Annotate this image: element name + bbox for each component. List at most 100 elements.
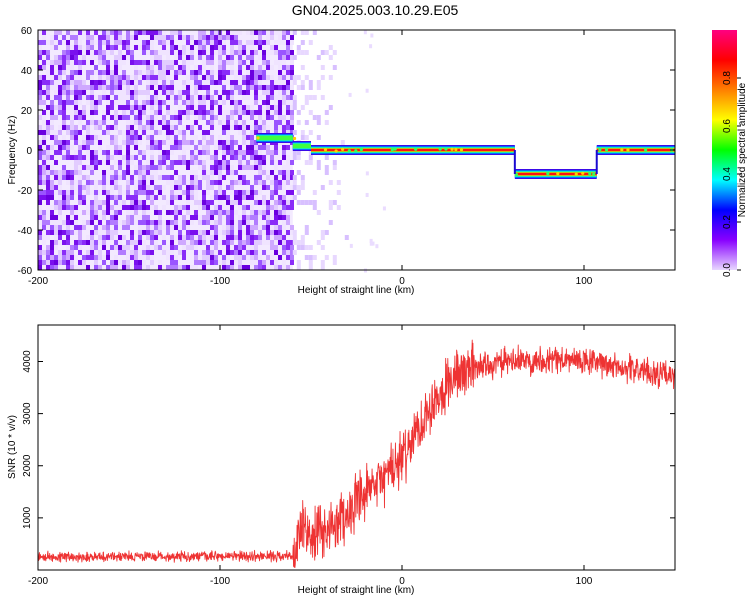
spectrogram-noise-cell (246, 80, 250, 85)
spectrogram-noise-cell (62, 145, 66, 150)
spectrogram-noise-cell (266, 95, 270, 100)
snr-x-tick-label: -200 (28, 576, 48, 587)
spectrogram-noise-cell (274, 145, 278, 150)
spectrogram-noise-cell (134, 115, 138, 120)
spectrogram-noise-cell (46, 75, 50, 80)
spectrogram-noise-cell (206, 110, 210, 115)
spectrogram-noise-cell (78, 85, 82, 90)
spectrogram-noise-cell (154, 240, 158, 245)
spectrogram-noise-cell (254, 100, 258, 105)
spectrogram-noise-cell (258, 145, 262, 150)
spectrogram-noise-cell (258, 175, 262, 180)
spectrogram-noise-cell (182, 225, 186, 230)
spectrogram-noise-cell (230, 260, 234, 265)
spectrogram-noise-cell (158, 260, 162, 265)
spectrogram-noise-cell (42, 40, 46, 45)
spectrogram-noise-cell (262, 115, 266, 120)
spectrogram-noise-cell (194, 195, 198, 200)
spectrogram-noise-cell (286, 160, 290, 165)
spectrogram-noise-cell (66, 190, 70, 195)
spectrogram-noise-cell (90, 120, 94, 125)
spectrogram-noise-cell (126, 185, 130, 190)
spectrogram-noise-cell (254, 245, 258, 250)
spectrogram-noise-cell (194, 200, 198, 205)
spectrogram-noise-cell (230, 65, 234, 70)
spectrogram-sparse-cell (296, 240, 301, 245)
spectrogram-noise-cell (266, 125, 270, 130)
spectrogram-noise-cell (170, 255, 174, 260)
spectrogram-noise-cell (166, 220, 170, 225)
spectrogram-noise-cell (234, 250, 238, 255)
spectrogram-noise-cell (198, 125, 202, 130)
spectrogram-noise-cell (78, 235, 82, 240)
spectrogram-noise-cell (182, 125, 186, 130)
spectrogram-noise-cell (170, 65, 174, 70)
spectrogram-noise-cell (134, 210, 138, 215)
spectrogram-noise-cell (206, 55, 210, 60)
spectrogram-sparse-cell (296, 50, 301, 55)
spectrogram-noise-cell (190, 245, 194, 250)
spectrogram-noise-cell (42, 30, 46, 35)
spectrogram-noise-cell (242, 60, 246, 65)
spectrogram-noise-cell (238, 45, 242, 50)
spectrogram-sparse-cell (296, 155, 301, 160)
spectrogram-noise-cell (50, 240, 54, 245)
spectrogram-noise-cell (250, 30, 254, 35)
spectrogram-noise-cell (126, 155, 130, 160)
spectrogram-y-tick-label: 20 (21, 106, 33, 117)
spectrogram-noise-cell (94, 190, 98, 195)
spectrogram-noise-cell (290, 70, 294, 75)
spectrogram-noise-cell (250, 235, 254, 240)
spectrogram-noise-cell (138, 120, 142, 125)
spectrogram-sparse-cell (320, 230, 325, 235)
spectrogram-noise-cell (198, 220, 202, 225)
spectrogram-noise-cell (54, 145, 58, 150)
spectrogram-noise-cell (170, 40, 174, 45)
spectrogram-noise-cell (146, 245, 150, 250)
spectrogram-noise-cell (114, 75, 118, 80)
spectrogram-noise-cell (230, 240, 234, 245)
spectrogram-noise-cell (78, 145, 82, 150)
spectrogram-noise-cell (142, 230, 146, 235)
spectrogram-noise-cell (50, 85, 54, 90)
spectrogram-noise-cell (138, 260, 142, 265)
spectrogram-noise-cell (246, 75, 250, 80)
spectrogram-noise-cell (222, 140, 226, 145)
spectrogram-sparse-cell (320, 245, 325, 250)
spectrogram-noise-cell (190, 170, 194, 175)
spectrogram-noise-cell (74, 240, 78, 245)
spectrogram-signal-speck (620, 148, 624, 152)
spectrogram-noise-cell (82, 220, 86, 225)
spectrogram-noise-cell (150, 45, 154, 50)
spectrogram-noise-cell (122, 110, 126, 115)
spectrogram-noise-cell (250, 60, 254, 65)
spectrogram-noise-cell (38, 50, 42, 55)
spectrogram-noise-cell (102, 180, 106, 185)
spectrogram-noise-cell (114, 265, 118, 270)
spectrogram-noise-cell (242, 220, 246, 225)
spectrogram-noise-cell (38, 105, 42, 110)
spectrogram-noise-cell (58, 70, 62, 75)
spectrogram-noise-cell (58, 200, 62, 205)
spectrogram-noise-cell (210, 165, 214, 170)
spectrogram-noise-cell (82, 125, 86, 130)
spectrogram-noise-cell (78, 265, 82, 270)
spectrogram-noise-cell (170, 90, 174, 95)
spectrogram-noise-cell (282, 50, 286, 55)
spectrogram-noise-cell (118, 190, 122, 195)
spectrogram-noise-cell (154, 50, 158, 55)
spectrogram-noise-cell (46, 70, 50, 75)
spectrogram-noise-cell (70, 100, 74, 105)
spectrogram-noise-cell (82, 210, 86, 215)
spectrogram-noise-cell (290, 225, 294, 230)
spectrogram-signal-speck (459, 148, 464, 152)
spectrogram-noise-cell (218, 215, 222, 220)
spectrogram-noise-cell (94, 30, 98, 35)
spectrogram-noise-cell (98, 95, 102, 100)
spectrogram-noise-cell (82, 255, 86, 260)
spectrogram-noise-cell (170, 210, 174, 215)
spectrogram-noise-cell (206, 35, 210, 40)
spectrogram-noise-cell (150, 110, 154, 115)
spectrogram-noise-cell (214, 230, 218, 235)
spectrogram-noise-cell (54, 95, 58, 100)
